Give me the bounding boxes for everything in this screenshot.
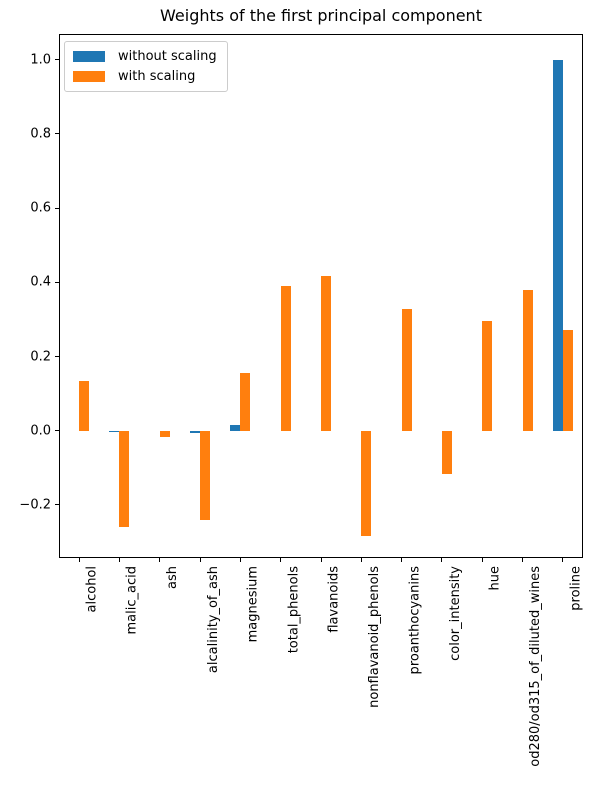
bar-with-scaling-nonflavanoid-phenols [361, 430, 372, 537]
x-tick-label-hue: hue [487, 566, 503, 591]
chart-title: Weights of the first principal component [160, 6, 482, 25]
x-tick-mark [320, 558, 322, 562]
bar-with-scaling-malic-acid [119, 430, 130, 528]
bar-with-scaling-alcalinity-of-ash [200, 430, 211, 521]
bar-with-scaling-alcohol [79, 380, 90, 431]
x-tick-label-ash: ash [165, 566, 181, 589]
y-tick-mark [55, 59, 59, 61]
x-tick-mark [199, 558, 201, 562]
bar-with-scaling-proline [562, 330, 573, 431]
x-tick-label-magnesium: magnesium [245, 566, 261, 643]
legend-item-with-scaling: with scaling [73, 68, 217, 85]
legend-swatch-1 [73, 71, 105, 82]
x-tick-label-proline: proline [568, 566, 584, 611]
legend-item-without-scaling: without scaling [73, 48, 217, 65]
bar-with-scaling-proanthocyanins [401, 309, 412, 431]
bar-without-scaling-magnesium [230, 424, 241, 431]
legend-label-without-scaling: without scaling [118, 49, 217, 64]
bar-with-scaling-color-intensity [441, 430, 452, 475]
x-tick-mark [401, 558, 403, 562]
x-tick-mark [441, 558, 443, 562]
bar-with-scaling-ash [159, 430, 170, 437]
bar-with-scaling-od280-od315-of-diluted-wines [522, 290, 533, 431]
x-tick-mark [118, 558, 120, 562]
bar-with-scaling-magnesium [240, 372, 251, 431]
x-tick-mark [522, 558, 524, 562]
x-tick-mark [239, 558, 241, 562]
y-tick-mark [55, 430, 59, 432]
bar-without-scaling-proline [552, 59, 563, 431]
x-tick-label-color-intensity: color_intensity [447, 566, 463, 661]
x-tick-label-alcohol: alcohol [84, 566, 100, 613]
y-tick-label: 1.0 [30, 52, 51, 68]
x-tick-label-nonflavanoid-phenols: nonflavanoid_phenols [366, 566, 382, 708]
bar-without-scaling-alcalinity-of-ash [190, 430, 201, 433]
x-tick-label-proanthocyanins: proanthocyanins [407, 566, 423, 675]
x-tick-mark [360, 558, 362, 562]
legend-label-with-scaling: with scaling [118, 69, 196, 84]
bar-with-scaling-hue [482, 320, 493, 431]
x-tick-mark [562, 558, 564, 562]
x-tick-label-od280-od315-of-diluted-wines: od280/od315_of_diluted_wines [528, 566, 544, 767]
x-tick-mark [280, 558, 282, 562]
y-tick-mark [55, 504, 59, 506]
y-tick-mark [55, 356, 59, 357]
x-tick-label-total-phenols: total_phenols [286, 566, 302, 654]
x-tick-mark [78, 558, 80, 562]
y-tick-mark [55, 207, 59, 209]
bar-with-scaling-total-phenols [280, 285, 291, 431]
bar-without-scaling-malic-acid [109, 430, 120, 433]
y-tick-label: 0.0 [30, 423, 51, 439]
y-tick-mark [55, 133, 59, 135]
bar-with-scaling-flavanoids [321, 275, 331, 431]
x-tick-mark [481, 558, 483, 562]
legend-swatch-0 [73, 51, 105, 62]
y-tick-label: 0.8 [30, 126, 51, 142]
legend: without scaling with scaling [64, 41, 228, 92]
x-tick-mark [159, 558, 161, 562]
x-tick-label-malic-acid: malic_acid [124, 566, 140, 635]
y-tick-label: −0.2 [19, 497, 51, 513]
x-tick-label-flavanoids: flavanoids [326, 566, 342, 633]
y-tick-label: 0.6 [30, 200, 51, 216]
y-tick-mark [55, 281, 59, 283]
y-tick-label: 0.2 [30, 349, 51, 364]
x-tick-label-alcalinity-of-ash: alcalinity_of_ash [205, 566, 221, 674]
y-tick-label: 0.4 [30, 274, 51, 290]
